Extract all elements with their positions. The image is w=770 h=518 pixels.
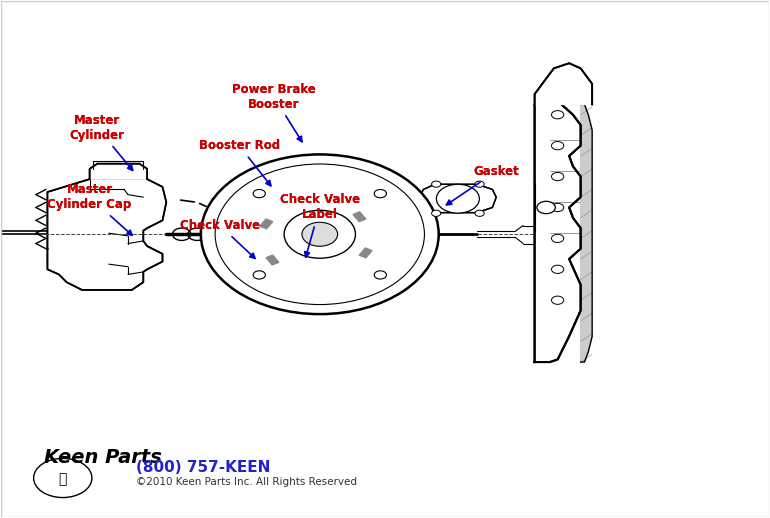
Text: ©2010 Keen Parts Inc. All Rights Reserved: ©2010 Keen Parts Inc. All Rights Reserve… [136,477,357,486]
Polygon shape [534,63,592,105]
Text: Master
Cylinder: Master Cylinder [70,113,132,170]
Polygon shape [89,164,147,179]
Circle shape [253,271,266,279]
Circle shape [475,210,484,217]
Text: Master
Cylinder Cap: Master Cylinder Cap [48,183,132,235]
Bar [266,255,279,265]
Circle shape [437,184,480,213]
Circle shape [551,234,564,242]
Circle shape [551,111,564,119]
Text: Gasket: Gasket [474,165,519,178]
Text: Master
Cylinder Cap: Master Cylinder Cap [48,183,132,211]
Bar [359,248,372,258]
Text: 🚗: 🚗 [59,472,67,486]
Circle shape [551,265,564,274]
Circle shape [302,222,337,246]
Text: Booster Rod: Booster Rod [199,139,280,186]
Circle shape [551,296,564,305]
Polygon shape [534,94,581,362]
Circle shape [551,204,564,211]
Circle shape [34,458,92,498]
Text: Power Brake
Booster: Power Brake Booster [232,83,316,142]
Circle shape [253,190,266,198]
Polygon shape [581,105,592,362]
Text: Check Valve
Label: Check Valve Label [280,194,360,257]
Text: Power Brake
Booster: Power Brake Booster [232,83,316,111]
Text: (800) 757-KEEN: (800) 757-KEEN [136,460,270,475]
Circle shape [374,190,387,198]
Polygon shape [48,179,166,290]
Bar [260,219,273,229]
Text: Check Valve
Label: Check Valve Label [280,194,360,222]
Circle shape [431,181,440,187]
Bar [353,212,366,222]
Circle shape [475,181,484,187]
Circle shape [431,210,440,217]
Text: Keen Parts: Keen Parts [44,448,162,467]
Circle shape [201,154,439,314]
Circle shape [551,141,564,150]
Text: Check Valve: Check Valve [180,219,260,232]
Text: Gasket: Gasket [447,165,519,205]
Text: Check Valve: Check Valve [180,219,260,258]
Polygon shape [420,184,496,212]
Circle shape [551,172,564,181]
Text: Master
Cylinder: Master Cylinder [70,113,125,141]
Circle shape [537,202,555,213]
Text: Booster Rod: Booster Rod [199,139,280,152]
Circle shape [374,271,387,279]
